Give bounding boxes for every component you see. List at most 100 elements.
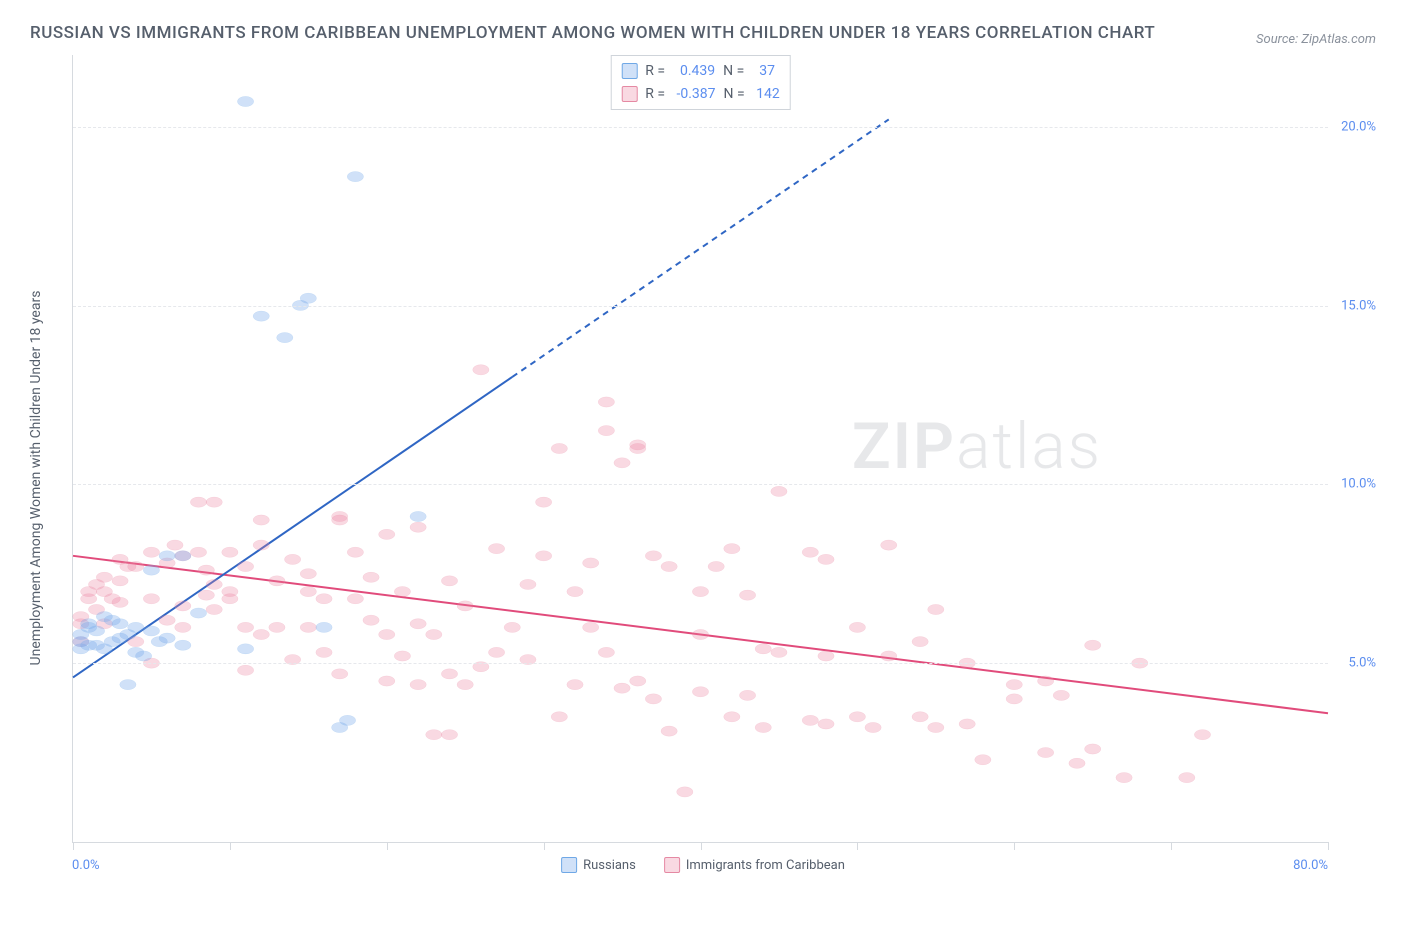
data-point [928,605,944,615]
swatch-series2 [621,86,637,102]
data-point [347,594,363,604]
data-point [316,647,332,657]
data-point [379,529,395,539]
data-point [818,719,834,729]
data-point [167,540,183,550]
data-point [598,647,614,657]
data-point [206,580,222,590]
data-point [881,651,897,661]
data-point [379,676,395,686]
data-point [645,551,661,561]
data-point [175,622,191,632]
data-point [881,540,897,550]
data-point [724,712,740,722]
data-point [473,365,489,375]
data-point [1006,680,1022,690]
data-point [739,590,755,600]
chart-container: Unemployment Among Women with Children U… [30,55,1376,885]
data-point [614,683,630,693]
data-point [120,680,136,690]
data-point [739,690,755,700]
data-point [488,647,504,657]
data-point [1179,773,1195,783]
data-point [426,730,442,740]
data-point [363,572,379,582]
data-point [865,723,881,733]
data-point [849,712,865,722]
legend-item-series1: Russians [561,857,636,873]
data-point [912,637,928,647]
data-point [755,723,771,733]
data-point [253,515,269,525]
data-point [535,497,551,507]
data-point [190,547,206,557]
data-point [112,597,128,607]
data-point [1053,690,1069,700]
data-point [143,565,159,575]
data-point [598,397,614,407]
data-point [1037,676,1053,686]
legend-label-series1: Russians [583,858,636,873]
swatch-series1 [621,63,637,79]
data-point [1085,640,1101,650]
data-point [598,426,614,436]
data-point [198,565,214,575]
data-point [614,458,630,468]
data-point [143,547,159,557]
data-point [1037,748,1053,758]
data-point [755,644,771,654]
data-point [253,311,269,321]
r-value-series1: 0.439 [673,60,715,82]
data-point [1069,758,1085,768]
y-tick-label: 20.0% [1341,119,1376,134]
r-value-series2: -0.387 [673,83,716,105]
data-point [332,669,348,679]
data-point [253,540,269,550]
data-point [175,640,191,650]
data-point [661,562,677,572]
legend-label-series2: Immigrants from Caribbean [686,858,845,873]
data-point [284,554,300,564]
data-point [300,293,316,303]
stats-legend: R = 0.439 N = 37 R = -0.387 N = 142 [610,55,791,110]
data-point [708,562,724,572]
y-tick-label: 5.0% [1348,656,1376,671]
data-point [426,630,442,640]
data-point [159,615,175,625]
y-tick-label: 15.0% [1341,298,1376,313]
data-point [112,619,128,629]
data-point [175,551,191,561]
data-point [818,651,834,661]
y-axis-label: Unemployment Among Women with Children U… [28,291,44,666]
data-point [237,644,253,654]
stats-row-series2: R = -0.387 N = 142 [621,83,780,105]
data-point [175,601,191,611]
chart-title: RUSSIAN VS IMMIGRANTS FROM CARIBBEAN UNE… [30,20,1155,47]
data-point [88,626,104,636]
data-point [457,680,473,690]
data-point [339,715,355,725]
data-point [300,569,316,579]
data-point [269,576,285,586]
data-point [198,590,214,600]
data-point [692,587,708,597]
data-point [457,601,473,611]
data-point [504,622,520,632]
data-point [143,594,159,604]
data-point [1085,744,1101,754]
legend-item-series2: Immigrants from Caribbean [664,857,845,873]
data-point [316,594,332,604]
source-label: Source: ZipAtlas.com [1256,32,1376,47]
x-axis-label-min: 0.0% [72,858,100,873]
data-point [277,333,293,343]
data-point [394,651,410,661]
data-point [112,576,128,586]
data-point [410,522,426,532]
data-point [959,719,975,729]
data-point [253,630,269,640]
data-point [300,587,316,597]
data-point [1194,730,1210,740]
data-point [771,647,787,657]
data-point [316,622,332,632]
data-point [135,651,151,661]
